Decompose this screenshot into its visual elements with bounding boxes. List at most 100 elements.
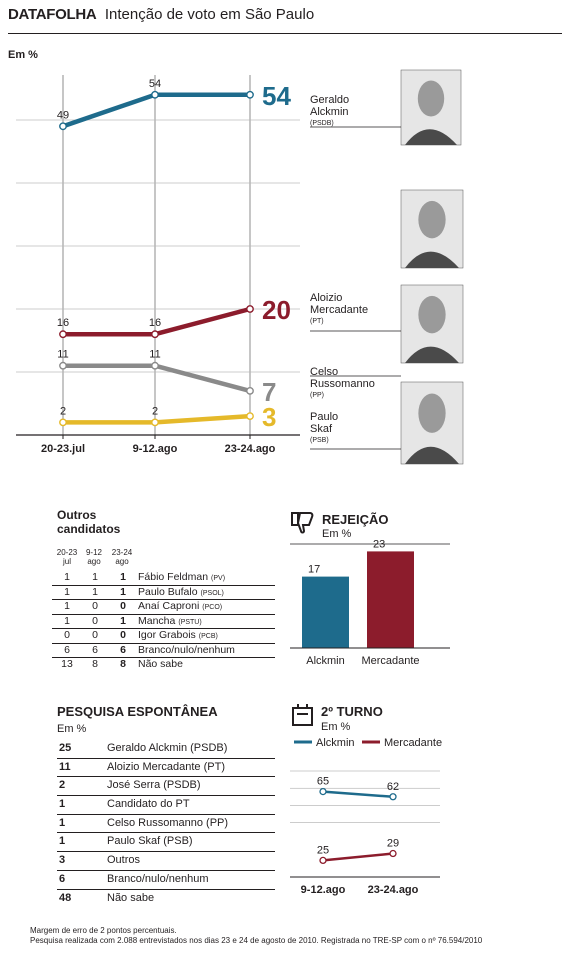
table-row: 1 1 1 Paulo Bufalo (PSOL) bbox=[52, 585, 275, 600]
list-item: 25 Geraldo Alckmin (PSDB) bbox=[57, 740, 275, 759]
list-label: Branco/nulo/nenhum bbox=[107, 872, 209, 885]
series-party-label: (PSB) bbox=[310, 437, 329, 444]
series-name-label: Geraldo bbox=[310, 94, 349, 106]
candidate-party: (PV) bbox=[211, 575, 226, 582]
data-point bbox=[246, 386, 254, 395]
bar bbox=[302, 576, 349, 648]
candidate-name: Mancha (PSTU) bbox=[138, 614, 202, 627]
data-label: 16 bbox=[149, 317, 161, 329]
legend-label: Mercadante bbox=[384, 737, 442, 749]
series-party-label: (PT) bbox=[310, 318, 324, 325]
x-tick-label: 9-12.ago bbox=[133, 443, 178, 455]
candidate-name: Anaí Caproni (PCO) bbox=[138, 600, 223, 612]
series-name-label: Paulo bbox=[310, 411, 338, 423]
list-label: Não sabe bbox=[107, 891, 155, 904]
list-item: 6 Branco/nulo/nenhum bbox=[57, 871, 275, 890]
list-label: Candidato do PT bbox=[107, 798, 190, 811]
series-line bbox=[322, 790, 394, 799]
outros-table: 1 1 1 Fábio Feldman (PV) 1 1 1 Paulo Bufalo (PSOL… bbox=[52, 571, 275, 672]
data-point bbox=[246, 90, 254, 99]
list-value: 6 bbox=[59, 872, 66, 885]
outros-col-header: 23-24 ago bbox=[111, 548, 133, 566]
table-cell: 8 bbox=[120, 658, 126, 670]
final-value-label: 7 bbox=[262, 377, 276, 407]
list-item: 1 Paulo Skaf (PSB) bbox=[57, 833, 275, 853]
list-item: 1 Celso Russomanno (PP) bbox=[57, 815, 275, 834]
rejeicao-unit: Em % bbox=[322, 528, 352, 540]
bar-value-label: 17 bbox=[308, 564, 320, 576]
table-cell: 0 bbox=[64, 629, 70, 641]
list-value: 1 bbox=[59, 835, 66, 848]
series-line bbox=[63, 363, 251, 394]
data-point bbox=[151, 330, 159, 339]
list-item: 3 Outros bbox=[57, 852, 275, 871]
table-cell: 1 bbox=[120, 614, 126, 627]
table-row: 1 0 1 Mancha (PSTU) bbox=[52, 614, 275, 629]
table-row: 6 6 6 Branco/nulo/nenhum bbox=[52, 643, 275, 658]
series-line bbox=[322, 852, 394, 862]
candidate-portrait bbox=[400, 284, 464, 364]
series-name-label: Alckmin bbox=[310, 106, 349, 118]
outros-col-header: 9-12 ago bbox=[85, 548, 102, 566]
list-value: 11 bbox=[59, 760, 71, 773]
list-label: José Serra (PSDB) bbox=[107, 779, 201, 792]
data-point bbox=[59, 330, 67, 339]
data-point bbox=[151, 418, 159, 427]
list-label: Aloizio Mercadante (PT) bbox=[107, 760, 225, 773]
table-cell: 1 bbox=[64, 600, 70, 612]
data-label: 65 bbox=[317, 776, 329, 788]
candidate-name: Paulo Bufalo (PSOL) bbox=[138, 585, 224, 598]
data-point bbox=[246, 412, 254, 420]
header-rule bbox=[8, 33, 562, 34]
list-label: Paulo Skaf (PSB) bbox=[107, 835, 193, 848]
table-cell: 0 bbox=[92, 629, 98, 641]
outros-title: Outros candidatos bbox=[57, 508, 120, 536]
data-point bbox=[151, 361, 159, 370]
data-label: 16 bbox=[57, 317, 69, 329]
list-label: Geraldo Alckmin (PSDB) bbox=[107, 742, 228, 754]
table-row: 13 8 8 Não sabe bbox=[52, 658, 275, 672]
list-value: 1 bbox=[59, 798, 66, 811]
outros-title-line: candidatos bbox=[57, 522, 121, 536]
bar bbox=[367, 551, 414, 648]
candidate-name: Não sabe bbox=[138, 658, 183, 670]
table-cell: 0 bbox=[92, 600, 98, 612]
table-cell: 1 bbox=[120, 571, 126, 583]
data-label: 11 bbox=[149, 349, 160, 361]
espontanea-unit: Em % bbox=[57, 723, 87, 735]
data-point bbox=[389, 793, 397, 801]
data-point bbox=[246, 305, 254, 313]
turno-icon bbox=[292, 704, 313, 726]
list-item: 48 Não sabe bbox=[57, 890, 275, 908]
data-point bbox=[389, 849, 397, 858]
candidate-party: (PSOL) bbox=[200, 589, 224, 597]
list-value: 25 bbox=[59, 742, 72, 754]
outros-col-header: 20-23 jul bbox=[56, 548, 78, 566]
candidate-portrait bbox=[400, 189, 464, 269]
data-point bbox=[59, 122, 67, 131]
table-cell: 0 bbox=[120, 629, 126, 641]
candidate-party: (PCO) bbox=[202, 604, 223, 611]
outros-title-line: Outros bbox=[57, 508, 97, 522]
bar-category-label: Alckmin bbox=[306, 655, 345, 667]
series-name-label: Skaf bbox=[310, 423, 333, 435]
table-cell: 1 bbox=[92, 585, 98, 598]
table-cell: 0 bbox=[120, 600, 126, 612]
data-label: 2 bbox=[60, 405, 66, 417]
footer-note-survey: Pesquisa realizada com 2.088 entrevistad… bbox=[30, 936, 483, 945]
table-cell: 13 bbox=[61, 658, 73, 670]
brand-name: DATAFOLHA bbox=[8, 6, 97, 23]
table-cell: 8 bbox=[92, 658, 98, 670]
list-item: 11 Aloizio Mercadante (PT) bbox=[57, 759, 275, 778]
candidate-name: Branco/nulo/nenhum bbox=[138, 643, 235, 656]
data-label: 2 bbox=[152, 405, 158, 417]
data-label: 54 bbox=[149, 78, 161, 90]
list-label: Outros bbox=[107, 854, 141, 867]
list-item: 1 Candidato do PT bbox=[57, 796, 275, 815]
series-party-label: (PP) bbox=[310, 392, 324, 399]
rejeicao-bar-chart: 17 Alckmin 23 Mercadante bbox=[290, 540, 450, 667]
turno-unit: Em % bbox=[321, 721, 351, 733]
espontanea-title: PESQUISA ESPONTÂNEA bbox=[57, 704, 218, 719]
page-title: Intenção de voto em São Paulo bbox=[104, 6, 315, 23]
series-name-label: Mercadante bbox=[310, 304, 368, 316]
